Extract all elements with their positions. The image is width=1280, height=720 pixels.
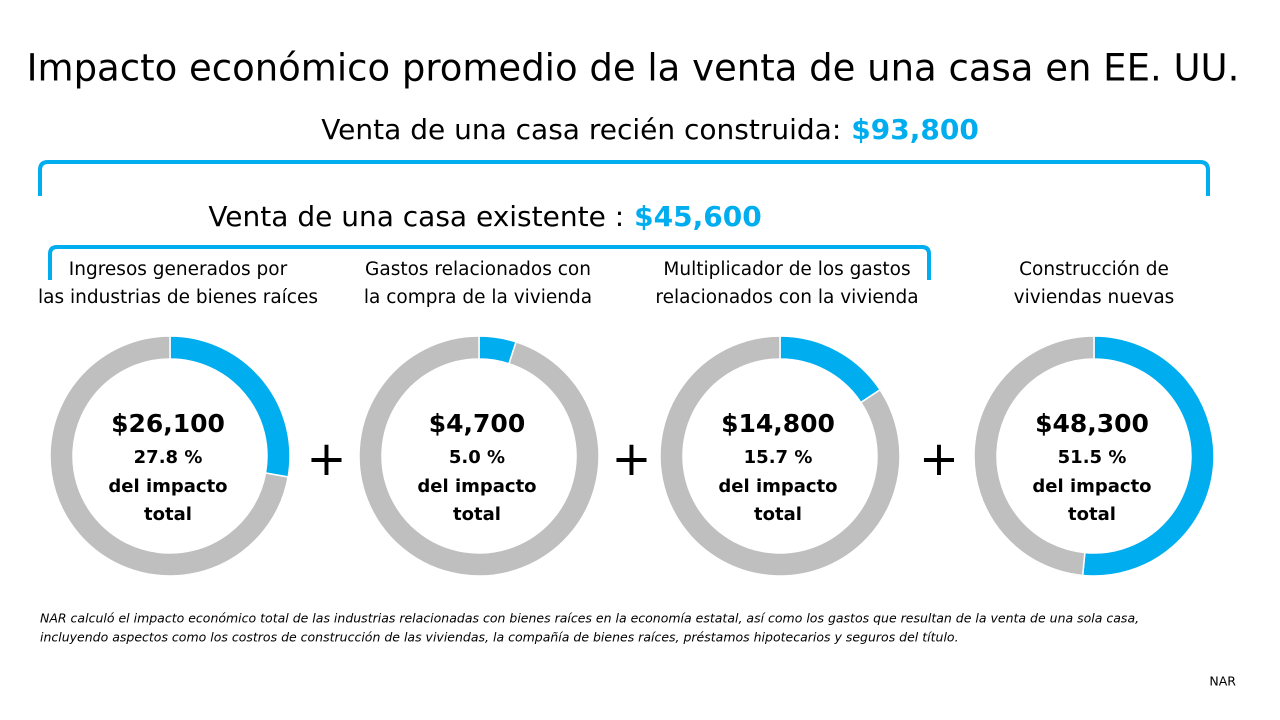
caption: del impacto: [108, 476, 227, 497]
footnote: NAR calculó el impacto económico total d…: [40, 611, 1139, 626]
chart-title: las industrias de bienes raíces: [38, 287, 318, 308]
percent-label: 51.5 %: [1058, 447, 1127, 468]
donut-segment: [49, 335, 290, 577]
donut-segment: [973, 335, 1095, 577]
chart-title: viviendas nuevas: [1014, 287, 1175, 308]
amount: $4,700: [429, 409, 525, 438]
existing-home-line: Venta de una casa existente : $45,600: [208, 200, 761, 233]
title: Impacto económico promedio de la venta d…: [27, 47, 1240, 90]
chart-title: Construcción de: [1019, 259, 1169, 280]
percent-label: 5.0 %: [449, 447, 505, 468]
chart-title: Ingresos generados por: [69, 259, 288, 280]
percent-label: 27.8 %: [134, 447, 203, 468]
new-home-label: Venta de una casa recién construida:: [321, 113, 841, 146]
bracket: [38, 160, 1210, 196]
percent-label: 15.7 %: [744, 447, 813, 468]
caption: del impacto: [718, 476, 837, 497]
caption: total: [754, 504, 802, 525]
caption: total: [1068, 504, 1116, 525]
amount: $48,300: [1035, 409, 1149, 438]
existing-home-label: Venta de una casa existente :: [208, 200, 624, 233]
amount: $26,100: [111, 409, 225, 438]
source: NAR: [1209, 674, 1236, 689]
caption: total: [453, 504, 501, 525]
plus-sign: +: [611, 431, 651, 487]
donut-segment: [779, 335, 882, 404]
amount: $14,800: [721, 409, 835, 438]
caption: del impacto: [1032, 476, 1151, 497]
plus-sign: +: [306, 431, 346, 487]
new-home-value: $93,800: [851, 113, 979, 146]
chart-title: la compra de la vivienda: [364, 287, 592, 308]
chart-title: relacionados con la vivienda: [655, 287, 918, 308]
chart-title: Gastos relacionados con: [365, 259, 591, 280]
donut-segment: [358, 335, 600, 577]
donut-segment: [659, 335, 901, 577]
new-home-line: Venta de una casa recién construida: $93,…: [321, 113, 979, 146]
chart-title: Multiplicador de los gastos: [663, 259, 910, 280]
bracket: [48, 245, 931, 280]
caption: del impacto: [417, 476, 536, 497]
caption: total: [144, 504, 192, 525]
plus-sign: +: [919, 431, 959, 487]
existing-home-value: $45,600: [634, 200, 762, 233]
footnote: incluyendo aspectos como los costros de …: [40, 630, 959, 645]
